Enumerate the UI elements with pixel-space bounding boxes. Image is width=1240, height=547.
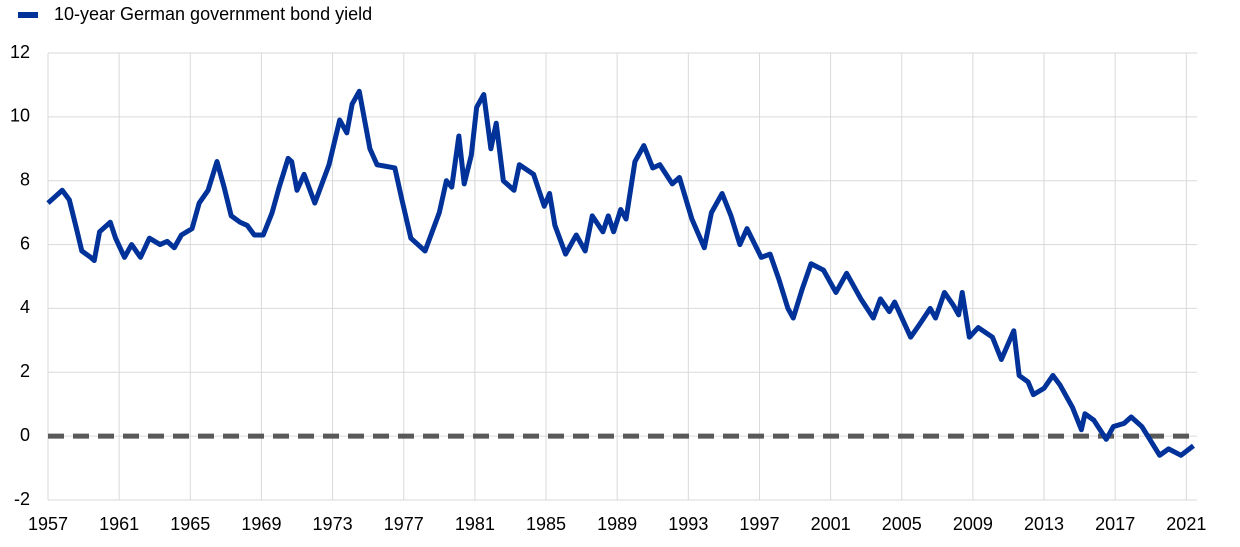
y-tick-label: 12 [10,42,30,62]
x-tick-label: 2017 [1095,514,1135,534]
x-tick-label: 1977 [384,514,424,534]
y-tick-label: -2 [14,489,30,509]
x-tick-label: 1973 [313,514,353,534]
x-tick-label: 1993 [668,514,708,534]
y-tick-label: 10 [10,106,30,126]
data-line [46,88,1195,458]
x-tick-label: 1969 [241,514,281,534]
x-tick-label: 2013 [1024,514,1064,534]
x-tick-label: 1989 [597,514,637,534]
legend-label: 10-year German government bond yield [54,4,372,24]
x-tick-label: 1957 [28,514,68,534]
x-tick-label: 2021 [1166,514,1206,534]
x-tick-label: 1961 [99,514,139,534]
y-tick-label: 6 [20,233,30,253]
x-tick-label: 1997 [739,514,779,534]
x-tick-label: 2009 [953,514,993,534]
y-tick-label: 2 [20,361,30,381]
x-tick-label: 2001 [811,514,851,534]
y-tick-label: 0 [20,425,30,445]
y-tick-label: 4 [20,297,30,317]
x-tick-label: 1981 [455,514,495,534]
x-tick-label: 1965 [170,514,210,534]
y-tick-label: 8 [20,169,30,189]
x-tick-label: 2005 [882,514,922,534]
x-tick-label: 1985 [526,514,566,534]
